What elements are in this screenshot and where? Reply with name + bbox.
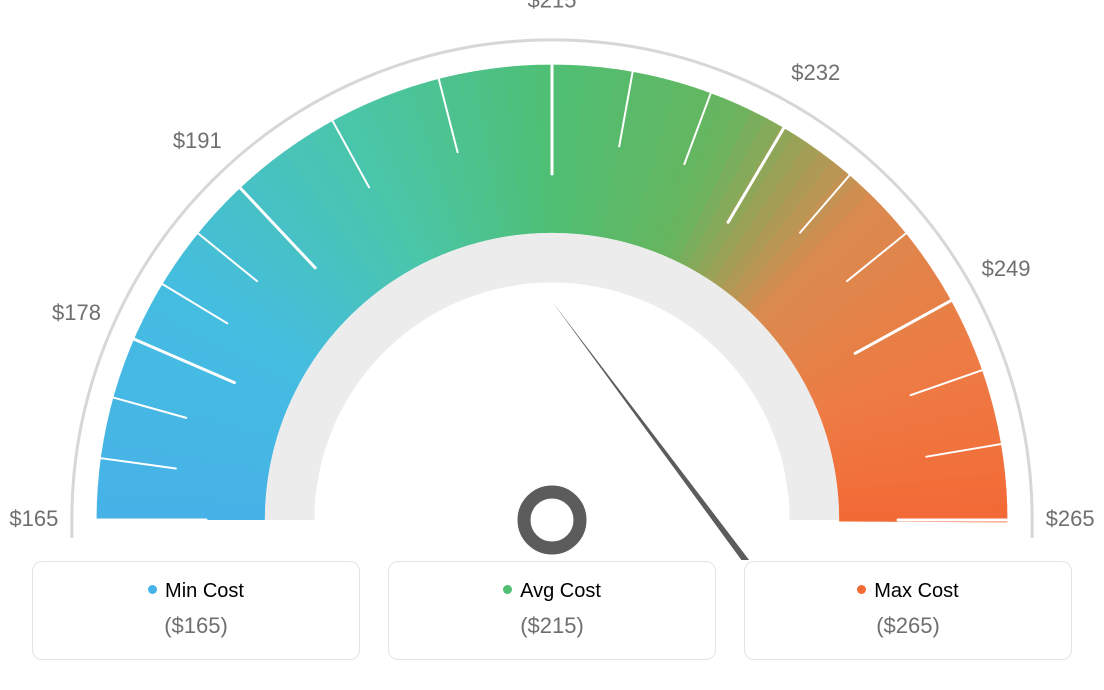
legend-row: Min Cost ($165) Avg Cost ($215) Max Cost… xyxy=(32,561,1072,660)
svg-text:$249: $249 xyxy=(982,256,1031,281)
svg-text:$265: $265 xyxy=(1046,506,1095,531)
svg-text:$232: $232 xyxy=(791,60,840,85)
dot-icon xyxy=(148,585,157,594)
legend-label-avg: Avg Cost xyxy=(520,580,601,602)
svg-text:$165: $165 xyxy=(9,506,58,531)
legend-label-min: Min Cost xyxy=(165,580,244,602)
dot-icon xyxy=(857,585,866,594)
legend-card-avg: Avg Cost ($215) xyxy=(388,561,716,660)
legend-value-max: ($265) xyxy=(755,613,1061,639)
legend-title-max: Max Cost xyxy=(755,580,1061,603)
legend-card-max: Max Cost ($265) xyxy=(744,561,1072,660)
svg-text:$178: $178 xyxy=(52,300,101,325)
legend-value-avg: ($215) xyxy=(399,613,705,639)
dot-icon xyxy=(503,585,512,594)
cost-gauge: $165 $178 $191 $215 $232 $249 $265 xyxy=(0,0,1104,560)
legend-value-min: ($165) xyxy=(43,613,349,639)
legend-title-min: Min Cost xyxy=(43,580,349,603)
legend-title-avg: Avg Cost xyxy=(399,580,705,603)
gauge-svg: $165 $178 $191 $215 $232 $249 $265 xyxy=(0,0,1104,560)
svg-text:$191: $191 xyxy=(173,128,222,153)
svg-text:$215: $215 xyxy=(528,0,577,13)
legend-label-max: Max Cost xyxy=(874,580,958,602)
legend-card-min: Min Cost ($165) xyxy=(32,561,360,660)
